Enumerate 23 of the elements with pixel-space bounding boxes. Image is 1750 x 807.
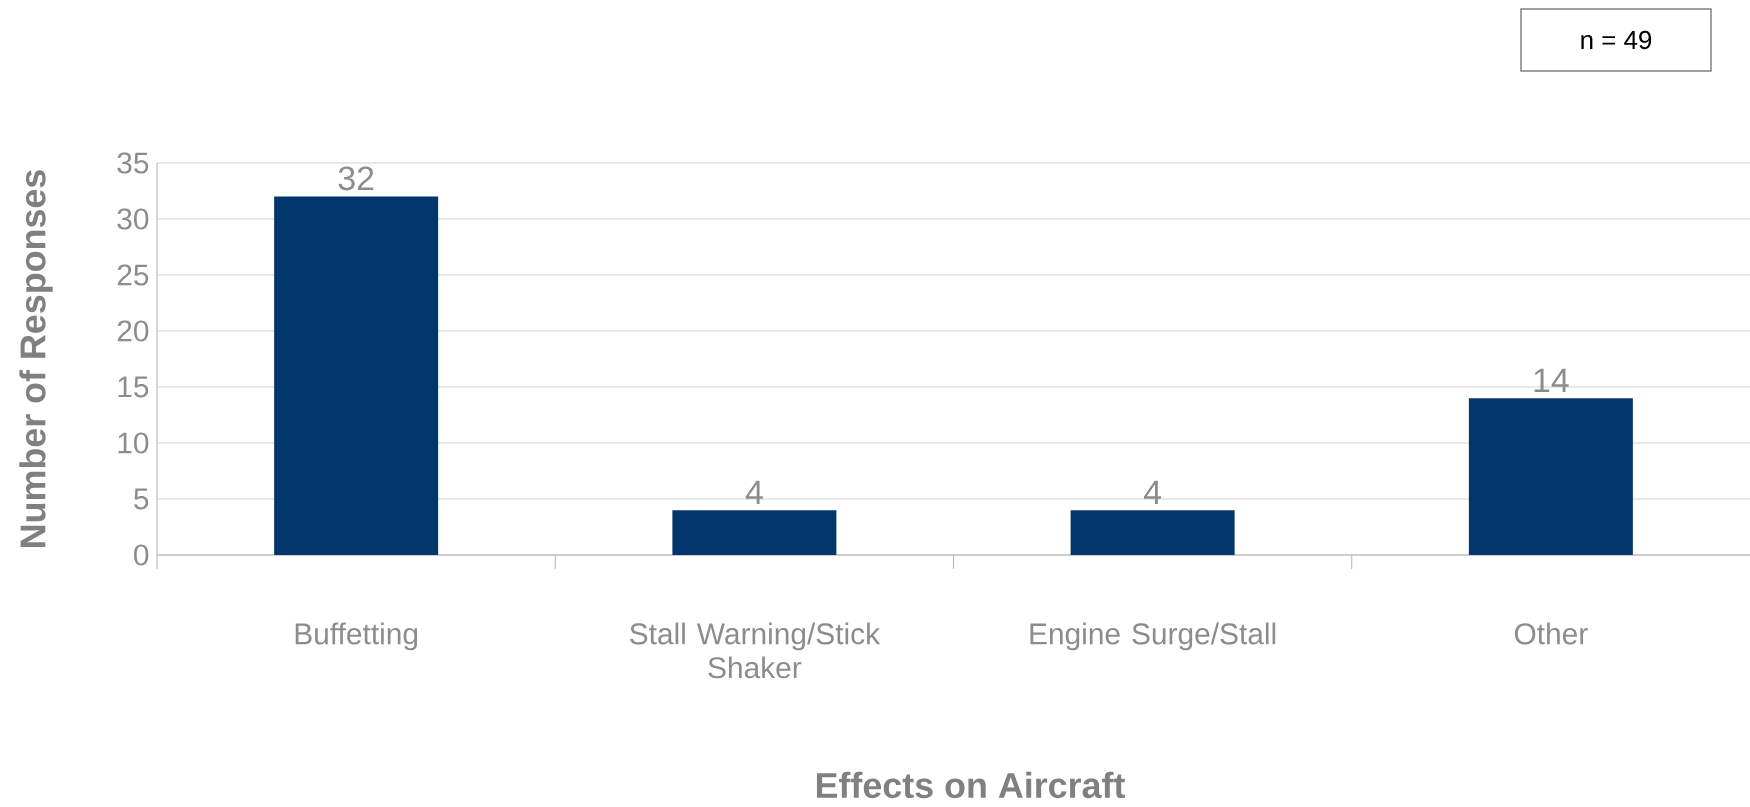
x-tick-label: Buffetting xyxy=(295,622,418,651)
x-tick-label: Other xyxy=(1514,622,1588,645)
y-tick-label: 35 xyxy=(117,152,149,174)
bar xyxy=(672,510,837,555)
x-axis-title: Effects on Aircraft xyxy=(816,771,1125,799)
y-axis-title: Number of Responses xyxy=(19,170,53,547)
y-tick-label: 30 xyxy=(117,208,149,230)
y-tick-label: 15 xyxy=(118,376,149,398)
x-tick-label: Stall Warning/Stick Shaker xyxy=(630,622,881,679)
data-label: 14 xyxy=(1534,368,1569,392)
text: n = 49 xyxy=(1581,30,1652,50)
x-tick-label: Engine Surge/Stall xyxy=(1030,622,1276,651)
y-tick-label: 5 xyxy=(134,488,149,510)
bar xyxy=(1070,510,1235,555)
bar xyxy=(1468,398,1633,555)
data-label: 4 xyxy=(1143,480,1162,504)
y-tick-label: 0 xyxy=(134,544,149,566)
bar xyxy=(274,196,439,555)
data-label: 4 xyxy=(745,480,763,504)
data-label: 32 xyxy=(338,166,374,191)
y-tick-label: 10 xyxy=(118,432,149,454)
y-tick-label: 20 xyxy=(117,320,149,342)
y-tick-label: 25 xyxy=(117,264,149,286)
